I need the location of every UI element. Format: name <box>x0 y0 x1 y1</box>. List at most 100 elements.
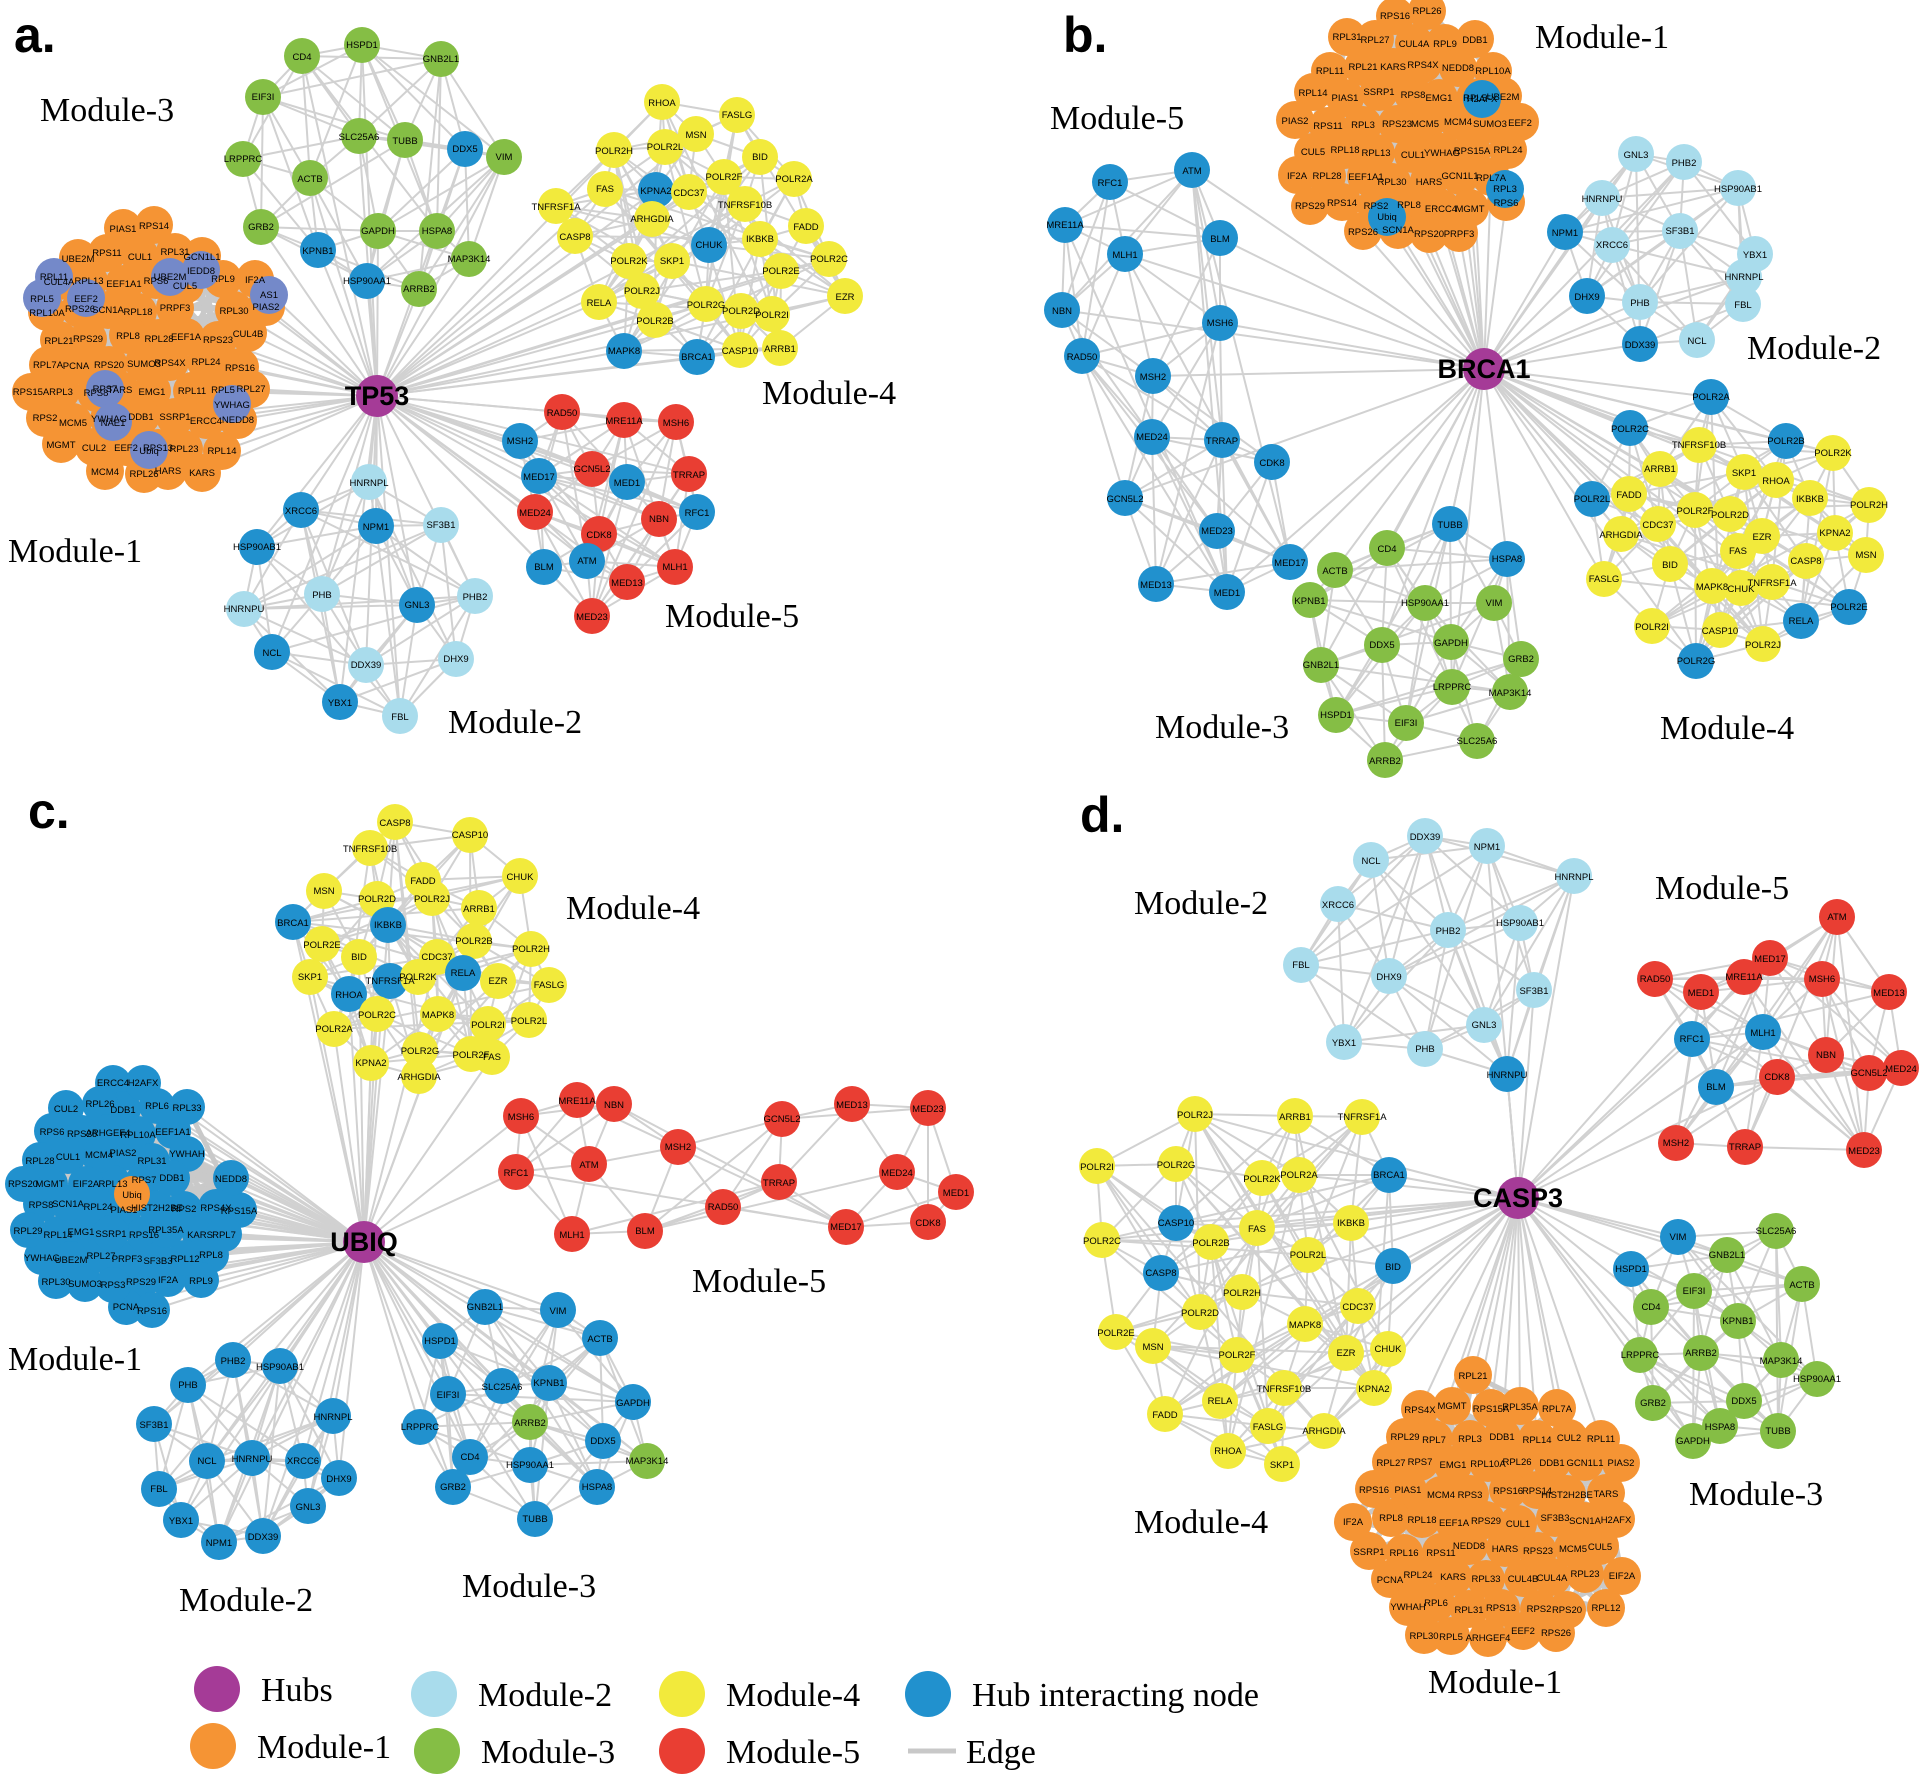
svg-text:KPNB1: KPNB1 <box>533 1378 564 1389</box>
svg-text:SKP1: SKP1 <box>1270 1460 1294 1471</box>
svg-text:POLR2B: POLR2B <box>1767 436 1805 447</box>
svg-text:PRPF3: PRPF3 <box>160 303 191 314</box>
svg-text:KPNA2: KPNA2 <box>640 186 671 197</box>
svg-text:Module-5: Module-5 <box>665 598 799 635</box>
svg-text:POLR2L: POLR2L <box>647 142 683 153</box>
svg-text:RPS14: RPS14 <box>1327 198 1357 209</box>
svg-text:PHB: PHB <box>312 590 332 601</box>
svg-text:POLR2H: POLR2H <box>595 146 633 157</box>
svg-text:SF3B1: SF3B1 <box>1665 226 1694 237</box>
svg-text:NPM1: NPM1 <box>363 522 389 533</box>
svg-text:RPL30: RPL30 <box>1409 1631 1438 1642</box>
svg-text:FADD: FADD <box>1152 1410 1177 1421</box>
svg-text:MED23: MED23 <box>912 1104 944 1115</box>
svg-text:RPL23: RPL23 <box>1570 1569 1599 1580</box>
svg-text:DDX39: DDX39 <box>351 660 382 671</box>
svg-text:ACTB: ACTB <box>587 1334 612 1345</box>
svg-text:SUMO3: SUMO3 <box>68 1279 102 1290</box>
svg-text:ATM: ATM <box>1827 912 1846 923</box>
svg-text:RPS4X: RPS4X <box>1404 1405 1436 1416</box>
svg-text:AS1: AS1 <box>260 290 278 301</box>
svg-text:RPL10A: RPL10A <box>120 1130 156 1141</box>
svg-text:CUL1: CUL1 <box>56 1152 80 1163</box>
svg-text:MSH6: MSH6 <box>1809 974 1835 985</box>
svg-text:EZR: EZR <box>489 976 508 987</box>
svg-text:MLH1: MLH1 <box>662 562 687 573</box>
svg-text:HSPA8: HSPA8 <box>582 1482 612 1493</box>
svg-text:POLR2C: POLR2C <box>1611 424 1649 435</box>
svg-text:RPL30: RPL30 <box>1377 177 1406 188</box>
svg-text:LRPPRC: LRPPRC <box>1621 1350 1660 1361</box>
svg-text:HSPA8: HSPA8 <box>1705 1422 1735 1433</box>
svg-text:MCM4: MCM4 <box>91 467 119 478</box>
svg-text:RPS2: RPS2 <box>172 1204 197 1215</box>
svg-text:POLR2G: POLR2G <box>687 300 726 311</box>
svg-text:RPS2: RPS2 <box>33 413 58 424</box>
svg-text:DDB1: DDB1 <box>1539 1458 1564 1469</box>
svg-text:POLR2F: POLR2F <box>706 172 743 183</box>
svg-text:LRPPRC: LRPPRC <box>224 154 263 165</box>
svg-text:RPL16: RPL16 <box>1389 1548 1418 1559</box>
svg-text:EEF1A1: EEF1A1 <box>155 1127 190 1138</box>
svg-text:YWHAH: YWHAH <box>1390 1602 1426 1613</box>
svg-text:EMG1: EMG1 <box>139 387 166 398</box>
svg-text:EIF2A: EIF2A <box>1609 1571 1636 1582</box>
svg-text:CD4: CD4 <box>460 1452 479 1463</box>
svg-text:Module-1: Module-1 <box>8 1341 142 1378</box>
svg-text:MAPK8: MAPK8 <box>608 346 640 357</box>
svg-text:RPL14: RPL14 <box>1522 1435 1551 1446</box>
svg-text:SLC25A6: SLC25A6 <box>339 132 380 143</box>
svg-text:MSH6: MSH6 <box>663 418 689 429</box>
svg-text:HARS: HARS <box>1492 1544 1518 1555</box>
svg-text:RPS26: RPS26 <box>67 1129 97 1140</box>
svg-text:NEDD8: NEDD8 <box>1442 63 1474 74</box>
svg-text:GNL3: GNL3 <box>1472 1020 1497 1031</box>
svg-text:MCM5: MCM5 <box>59 418 87 429</box>
svg-text:PHB2: PHB2 <box>1672 158 1697 169</box>
svg-text:CUL1: CUL1 <box>1506 1519 1530 1530</box>
svg-text:NCL: NCL <box>197 1456 216 1467</box>
svg-text:RPL29: RPL29 <box>13 1226 42 1237</box>
svg-text:RPS4X: RPS4X <box>1407 60 1439 71</box>
svg-text:MSN: MSN <box>1855 550 1876 561</box>
svg-text:RPL3: RPL3 <box>1493 184 1517 195</box>
svg-text:CDC37: CDC37 <box>421 952 452 963</box>
svg-text:RPL10A: RPL10A <box>1475 66 1511 77</box>
svg-text:SF3B1: SF3B1 <box>139 1420 168 1431</box>
svg-text:Module-3: Module-3 <box>1689 1476 1823 1513</box>
svg-text:HARS: HARS <box>1416 177 1442 188</box>
svg-text:POLR2B: POLR2B <box>636 316 674 327</box>
svg-text:SSRP1: SSRP1 <box>1353 1547 1384 1558</box>
svg-text:PRPF3: PRPF3 <box>112 1254 143 1265</box>
svg-text:RPL6: RPL6 <box>145 1101 169 1112</box>
svg-text:RPS16: RPS16 <box>129 1230 159 1241</box>
svg-text:DDX5: DDX5 <box>1731 1396 1756 1407</box>
svg-text:NBN: NBN <box>1816 1050 1836 1061</box>
svg-text:YWHAG: YWHAG <box>214 400 250 411</box>
svg-text:HSP90AB1: HSP90AB1 <box>256 1362 304 1373</box>
svg-text:RPS8: RPS8 <box>29 1200 54 1211</box>
svg-text:RPL10A: RPL10A <box>1470 1459 1506 1470</box>
svg-text:ARRB1: ARRB1 <box>1644 464 1676 475</box>
svg-text:KPNA2: KPNA2 <box>1358 1384 1389 1395</box>
svg-text:EEF1A1: EEF1A1 <box>1348 172 1383 183</box>
svg-text:FADD: FADD <box>1616 490 1641 501</box>
svg-text:Module-2: Module-2 <box>1134 885 1268 922</box>
svg-text:GCN1L1: GCN1L1 <box>1567 1458 1604 1469</box>
svg-text:LRPPRC: LRPPRC <box>1433 682 1472 693</box>
svg-text:PCNA: PCNA <box>1377 1575 1404 1586</box>
svg-text:PIAS1: PIAS1 <box>111 1205 138 1216</box>
svg-text:DHX9: DHX9 <box>1376 972 1401 983</box>
svg-text:GAPDH: GAPDH <box>361 226 395 237</box>
svg-text:HSP90AA1: HSP90AA1 <box>343 276 391 287</box>
svg-text:CUL2: CUL2 <box>54 1104 78 1115</box>
svg-text:SCN1A: SCN1A <box>1382 225 1414 236</box>
svg-text:TUBB: TUBB <box>1765 1426 1790 1437</box>
svg-text:DDB1: DDB1 <box>128 412 153 423</box>
svg-text:ARHGEF4: ARHGEF4 <box>86 1128 131 1139</box>
svg-text:HSPD1: HSPD1 <box>346 40 378 51</box>
svg-text:GAPDH: GAPDH <box>1434 638 1468 649</box>
svg-text:NCL: NCL <box>1361 856 1380 867</box>
svg-text:RPL9: RPL9 <box>189 1276 213 1287</box>
svg-text:EZR: EZR <box>836 292 855 303</box>
